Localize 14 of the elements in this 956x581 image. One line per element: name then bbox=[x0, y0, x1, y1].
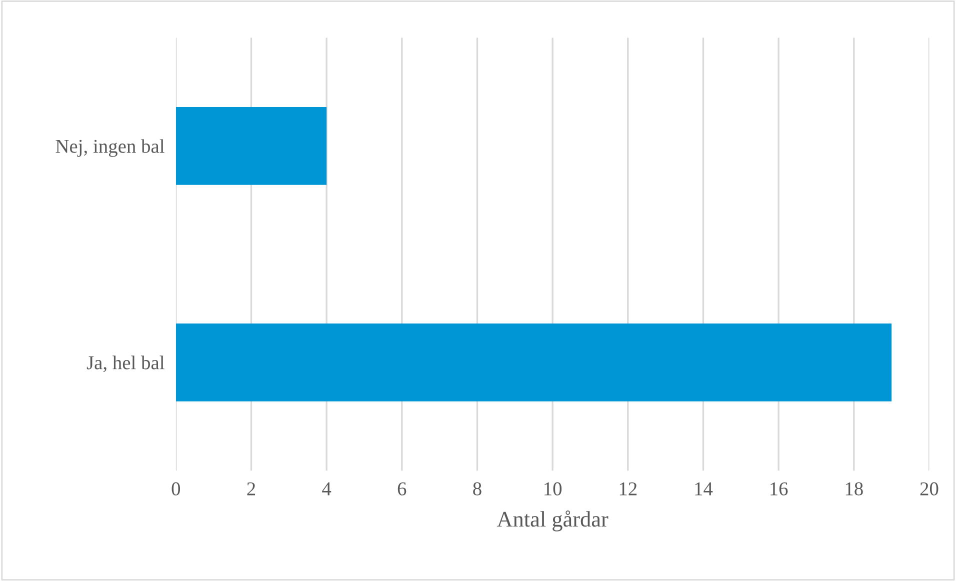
x-tick-label: 16 bbox=[770, 482, 788, 496]
x-tick-label: 12 bbox=[620, 482, 637, 496]
x-tick-label: 2 bbox=[247, 482, 256, 496]
y-tick-label: Ja, hel bal bbox=[86, 356, 164, 372]
x-tick-label: 4 bbox=[322, 482, 332, 496]
x-tick-label: 10 bbox=[544, 482, 562, 496]
x-tick-label: 18 bbox=[846, 482, 863, 496]
x-tick-label: 0 bbox=[172, 482, 180, 496]
y-tick-label: Nej, ingen bal bbox=[56, 139, 164, 157]
x-axis-title: Antal gårdar bbox=[496, 510, 608, 532]
x-tick-label: 6 bbox=[398, 482, 406, 496]
x-tick-label: 8 bbox=[473, 482, 482, 496]
x-tick-label: 14 bbox=[695, 482, 713, 496]
x-tick-label: 20 bbox=[920, 482, 938, 496]
